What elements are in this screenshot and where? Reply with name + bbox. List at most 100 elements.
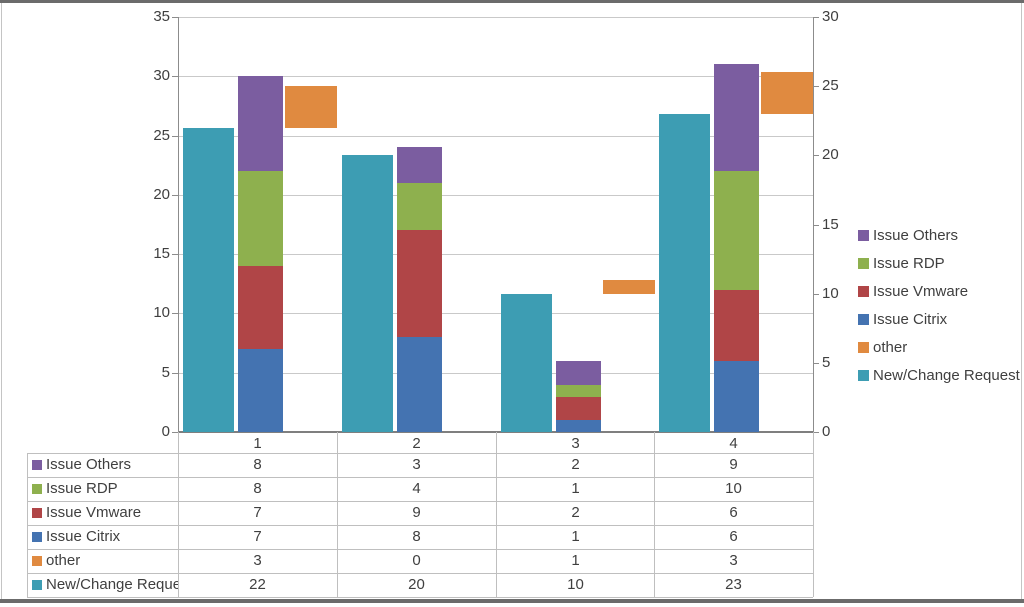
- bar-issue-others[interactable]: [397, 147, 442, 183]
- table-row-swatch-issue-vmware: [32, 508, 42, 518]
- right-axis-tick: [813, 86, 819, 87]
- left-axis-label: 25: [153, 127, 170, 144]
- legend-label-issue-citrix[interactable]: Issue Citrix: [873, 311, 948, 328]
- table-row-line: [27, 549, 813, 550]
- legend-label-new-change-request[interactable]: New/Change Request: [873, 367, 1020, 384]
- legend-swatch-issue-rdp[interactable]: [858, 258, 869, 269]
- gridline: [178, 76, 813, 77]
- right-axis-tick: [813, 17, 819, 18]
- chart-border-bottom: [0, 599, 1024, 603]
- left-axis-label: 15: [153, 245, 170, 262]
- category-label: 1: [253, 435, 262, 452]
- bar-issue-rdp[interactable]: [238, 171, 283, 266]
- table-row-line: [27, 453, 813, 454]
- table-row-swatch-new-change-request: [32, 580, 42, 590]
- right-axis-label: 20: [822, 146, 839, 163]
- right-axis-tick: [813, 155, 819, 156]
- table-cell: 3: [729, 552, 738, 569]
- gridline: [178, 195, 813, 196]
- bar-new-change-request[interactable]: [183, 128, 234, 432]
- legend-label-issue-vmware[interactable]: Issue Vmware: [873, 283, 969, 300]
- bar-other[interactable]: [761, 72, 813, 114]
- bar-issue-vmware[interactable]: [397, 230, 442, 337]
- bar-issue-citrix[interactable]: [238, 349, 283, 432]
- table-cell: 8: [412, 528, 421, 545]
- bar-new-change-request[interactable]: [501, 294, 552, 432]
- legend-label-other[interactable]: other: [873, 339, 908, 356]
- table-column-line: [337, 432, 338, 597]
- bar-issue-vmware[interactable]: [714, 290, 759, 361]
- table-cell: 7: [253, 504, 262, 521]
- bar-new-change-request[interactable]: [342, 155, 393, 432]
- table-column-line: [654, 432, 655, 597]
- left-axis-label: 0: [161, 423, 170, 440]
- right-axis-label: 5: [822, 354, 831, 371]
- bar-new-change-request[interactable]: [659, 114, 710, 432]
- table-cell: 1: [571, 552, 580, 569]
- table-cell: 2: [571, 456, 580, 473]
- bar-issue-others[interactable]: [556, 361, 601, 385]
- bar-other[interactable]: [603, 280, 655, 294]
- bar-other[interactable]: [285, 86, 337, 128]
- table-cell: 6: [729, 528, 738, 545]
- right-axis-tick: [813, 294, 819, 295]
- left-axis-tick: [172, 76, 178, 77]
- gridline: [178, 373, 813, 374]
- table-row-label: Issue Others: [46, 456, 132, 473]
- table-cell: 23: [725, 576, 742, 593]
- left-axis-label: 35: [153, 8, 170, 25]
- bar-issue-vmware[interactable]: [238, 266, 283, 349]
- category-label: 3: [571, 435, 580, 452]
- table-cell: 1: [571, 480, 580, 497]
- table-row-swatch-issue-others: [32, 460, 42, 470]
- table-row-line: [27, 573, 813, 574]
- right-axis-tick: [813, 363, 819, 364]
- bar-issue-others[interactable]: [238, 76, 283, 171]
- left-axis-tick: [172, 254, 178, 255]
- bar-issue-rdp[interactable]: [556, 385, 601, 397]
- right-axis-label: 30: [822, 8, 839, 25]
- bar-issue-rdp[interactable]: [714, 171, 759, 290]
- left-axis-label: 10: [153, 304, 170, 321]
- gridline: [178, 17, 813, 18]
- table-row-swatch-other: [32, 556, 42, 566]
- table-column-line: [496, 432, 497, 597]
- right-axis-line: [813, 17, 814, 432]
- bar-issue-vmware[interactable]: [556, 396, 601, 420]
- table-row-label: New/Change Request: [46, 576, 178, 593]
- bar-issue-others[interactable]: [714, 64, 759, 171]
- left-axis-tick: [172, 432, 178, 433]
- table-row-swatch-issue-citrix: [32, 532, 42, 542]
- table-cell: 3: [253, 552, 262, 569]
- legend-swatch-new-change-request[interactable]: [858, 370, 869, 381]
- bar-issue-citrix[interactable]: [714, 361, 759, 432]
- bar-issue-citrix[interactable]: [397, 337, 442, 432]
- table-cell: 8: [253, 456, 262, 473]
- table-cell: 3: [412, 456, 421, 473]
- table-row-line: [27, 525, 813, 526]
- table-column-line: [178, 432, 179, 597]
- right-axis-label: 0: [822, 423, 831, 440]
- chart-border-top: [0, 0, 1024, 3]
- right-axis-label: 10: [822, 285, 839, 302]
- table-row-line: [27, 597, 813, 598]
- table-cell: 20: [408, 576, 425, 593]
- legend-label-issue-rdp[interactable]: Issue RDP: [873, 255, 945, 272]
- legend-swatch-other[interactable]: [858, 342, 869, 353]
- right-axis-label: 15: [822, 216, 839, 233]
- legend-swatch-issue-vmware[interactable]: [858, 286, 869, 297]
- legend-swatch-issue-citrix[interactable]: [858, 314, 869, 325]
- bar-issue-citrix[interactable]: [556, 420, 601, 432]
- right-axis-tick: [813, 432, 819, 433]
- table-cell: 10: [567, 576, 584, 593]
- gridline: [178, 136, 813, 137]
- left-axis-label: 5: [161, 364, 170, 381]
- table-row-label: Issue Citrix: [46, 528, 121, 545]
- bar-issue-rdp[interactable]: [397, 183, 442, 230]
- left-axis-tick: [172, 313, 178, 314]
- legend-swatch-issue-others[interactable]: [858, 230, 869, 241]
- category-label: 4: [729, 435, 738, 452]
- category-label: 2: [412, 435, 421, 452]
- left-axis-tick: [172, 17, 178, 18]
- legend-label-issue-others[interactable]: Issue Others: [873, 227, 959, 244]
